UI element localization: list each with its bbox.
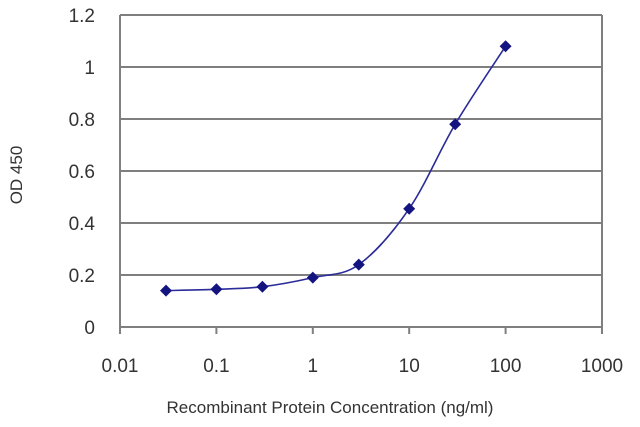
data-point	[256, 280, 269, 293]
data-point	[159, 284, 172, 297]
y-tick-labels: 0 0.2 0.4 0.6 0.8 1 1.2	[69, 6, 96, 339]
series-group	[159, 40, 512, 297]
x-tick-label: 10	[399, 356, 420, 377]
y-tick-label: 0.4	[69, 214, 96, 235]
y-tick-label: 0.2	[69, 266, 95, 287]
x-tick-label: 0.1	[203, 356, 229, 377]
y-axis-title: OD 450	[7, 146, 26, 205]
x-tick-labels: 0.01 0.1 1 10 100 1000	[102, 356, 624, 377]
x-tick-label: 100	[490, 356, 522, 377]
gridlines	[119, 14, 603, 334]
y-tick-label: 0.8	[69, 110, 95, 131]
y-tick-label: 0	[84, 318, 95, 339]
data-point	[210, 283, 223, 296]
data-point	[352, 258, 365, 271]
y-tick-label: 1	[84, 58, 95, 79]
data-point	[403, 202, 416, 215]
y-tick-label: 0.6	[69, 162, 95, 183]
x-tick-label: 1000	[581, 356, 623, 377]
x-axis-title: Recombinant Protein Concentration (ng/ml…	[167, 398, 494, 417]
data-point	[306, 271, 319, 284]
data-point	[449, 118, 462, 131]
data-point	[499, 40, 512, 53]
x-tick-label: 0.01	[102, 356, 139, 377]
x-tick-label: 1	[308, 356, 319, 377]
y-tick-label: 1.2	[69, 6, 95, 27]
